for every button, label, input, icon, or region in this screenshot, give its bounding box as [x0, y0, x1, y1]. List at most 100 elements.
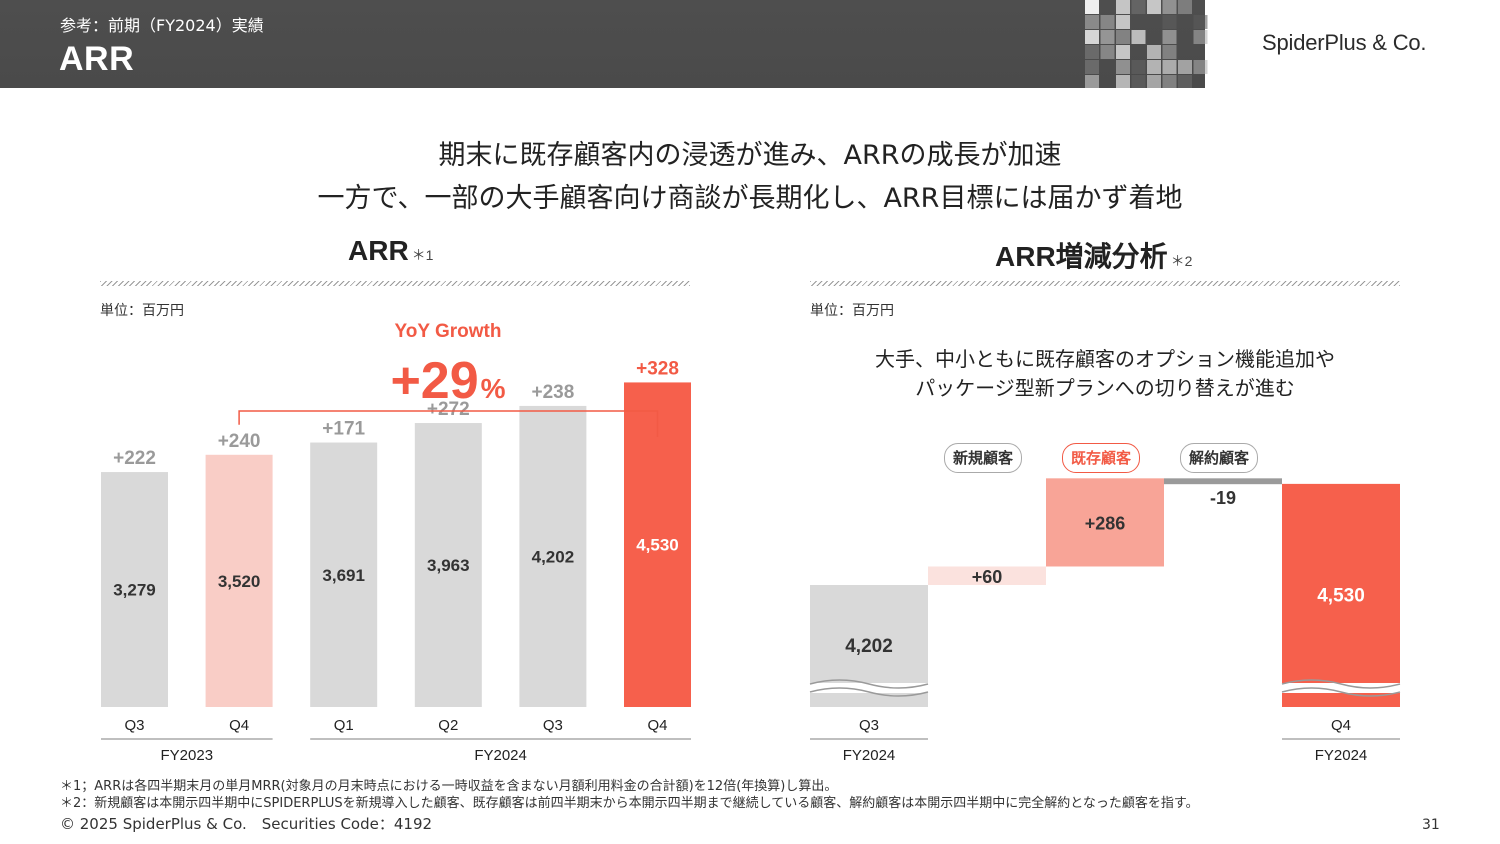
mosaic-tile: [1178, 0, 1192, 14]
mosaic-tile: [1085, 0, 1099, 14]
analysis-description-2: パッケージ型新プランへの切り替えが進む: [915, 376, 1295, 400]
mosaic-tile: [1178, 75, 1192, 88]
arr-bar-value-label: 4,202: [532, 547, 575, 566]
mosaic-tile: [1193, 60, 1208, 74]
mosaic-tile: [1193, 15, 1208, 29]
mosaic-tile: [1178, 60, 1192, 74]
mosaic-tile: [1131, 30, 1146, 44]
footnote-2: ＊2：新規顧客は本開示四半期中にSPIDERPLUSを新規導入した顧客、既存顧客…: [60, 796, 1199, 811]
mosaic-tile: [1085, 45, 1099, 59]
axis-break-line: [809, 679, 929, 689]
arr-waterfall-chart: 4,202 Q3 FY2024 +60 +286 -19 4,530 Q4 FY2024: [808, 478, 1402, 764]
axis-break-line: [1281, 679, 1401, 689]
waterfall-delta-bar: [928, 566, 1046, 585]
waterfall-badge: 解約顧客: [1179, 443, 1259, 473]
mosaic-tile: [1162, 45, 1177, 59]
waterfall-delta-bar: [1164, 478, 1282, 485]
arr-category-label: Q3: [124, 717, 144, 734]
arr-category-label: Q3: [543, 717, 563, 734]
axis-break-line: [1281, 687, 1401, 697]
arr-analysis-note: ＊2: [1170, 253, 1193, 269]
arr-increase-label: +222: [113, 448, 156, 469]
yoy-value: +29%: [390, 352, 505, 410]
waterfall-total-value-label: 4,530: [1317, 585, 1365, 606]
arr-increase-label: +240: [218, 431, 261, 452]
yoy-label: YoY Growth: [395, 321, 502, 342]
page-number: 31: [1422, 817, 1440, 833]
waterfall-badge: 新規顧客: [943, 443, 1023, 473]
arr-increase-label: +238: [532, 382, 575, 403]
waterfall-category-label: Q3: [859, 717, 879, 734]
analysis-description-1: 大手、中小ともに既存顧客のオプション機能追加や: [875, 347, 1335, 371]
footnote-1: ＊1；ARRは各四半期末月の単月MRR(対象月の月末時点における一時収益を含まな…: [60, 779, 838, 794]
arr-chart-title-text: ARR: [348, 235, 409, 266]
arr-group-label: FY2024: [474, 747, 527, 764]
mosaic-tile: [1131, 75, 1146, 88]
mosaic-tile: [1100, 30, 1115, 44]
page-title: ARR: [59, 40, 135, 78]
arr-category-label: Q1: [334, 717, 354, 734]
yoy-value-unit: %: [481, 373, 506, 404]
arr-analysis-title-text: ARR増減分析: [995, 241, 1168, 272]
mosaic-tile: [1162, 75, 1177, 88]
waterfall-delta-label: +286: [1085, 513, 1126, 533]
arr-bar: [310, 442, 378, 707]
mosaic-tile: [1147, 75, 1161, 88]
waterfall-delta-bar: [1046, 478, 1164, 567]
headline-line-2: 一方で、一部の大手顧客向け商談が長期化し、ARR目標には届かず着地: [317, 183, 1183, 214]
footer-copyright: © 2025 SpiderPlus & Co. Securities Code：…: [60, 815, 433, 833]
headline-line-1: 期末に既存顧客内の浸透が進み、ARRの成長が加速: [438, 140, 1062, 171]
arr-chart-title: ARR ＊1: [348, 235, 433, 267]
mosaic-tile: [1085, 60, 1099, 74]
axis-break-line: [809, 687, 929, 697]
arr-bar: [414, 423, 482, 707]
mosaic-tile: [1193, 30, 1208, 44]
mosaic-tile: [1116, 45, 1130, 59]
mosaic-tile: [1131, 60, 1146, 74]
mosaic-tile: [1100, 45, 1115, 59]
waterfall-delta-label: +60: [972, 567, 1003, 587]
mosaic-tile: [1085, 75, 1099, 88]
mosaic-tile: [1162, 60, 1177, 74]
waterfall-delta-label: -19: [1210, 488, 1236, 508]
waterfall-badge: 既存顧客: [1061, 443, 1141, 473]
arr-bar-value-label: 3,520: [218, 572, 261, 591]
yoy-bracket: [238, 410, 659, 437]
arr-group-label: FY2023: [161, 747, 214, 764]
header-mosaic-decoration: [1085, 0, 1208, 88]
arr-category-label: Q4: [647, 717, 667, 734]
mosaic-tile: [1162, 15, 1177, 29]
arr-category-label: Q2: [438, 717, 458, 734]
waterfall-group-label: FY2024: [1315, 747, 1368, 764]
waterfall-total-bar: [1282, 483, 1400, 707]
mosaic-tile: [1116, 75, 1130, 88]
mosaic-tile: [1085, 30, 1099, 44]
arr-bar-value-label: 3,963: [427, 556, 470, 575]
mosaic-tile: [1100, 15, 1115, 29]
arr-bar-value-label: 4,530: [636, 536, 679, 555]
mosaic-tile: [1147, 60, 1161, 74]
arr-increase-label: +171: [322, 419, 365, 440]
mosaic-tile: [1116, 30, 1130, 44]
arr-category-label: Q4: [229, 717, 249, 734]
mosaic-tile: [1116, 15, 1130, 29]
mosaic-tile: [1162, 0, 1177, 14]
arr-chart-note: ＊1: [411, 247, 434, 263]
axis-break-gap: [1280, 683, 1402, 693]
arr-bar: [205, 454, 273, 707]
mosaic-tile: [1162, 30, 1177, 44]
left-divider: [100, 281, 690, 286]
header-logo-area: [1205, 0, 1500, 88]
mosaic-tile: [1116, 60, 1130, 74]
arr-bar: [101, 472, 168, 707]
arr-bar-value-label: 3,691: [322, 566, 365, 585]
mosaic-tile: [1085, 15, 1099, 29]
mosaic-tile: [1131, 0, 1146, 14]
arr-increase-label: +328: [636, 358, 679, 379]
waterfall-group-label: FY2024: [843, 747, 896, 764]
waterfall-category-label: Q4: [1331, 717, 1351, 734]
mosaic-tile: [1147, 45, 1161, 59]
right-unit-label: 単位：百万円: [810, 303, 894, 319]
arr-bar-chart: 3,279 +222 Q3 3,520 +240 Q4 3,691 +171 Q1 3,963 +2…: [101, 321, 691, 764]
arr-analysis-title: ARR増減分析 ＊2: [995, 235, 1192, 275]
